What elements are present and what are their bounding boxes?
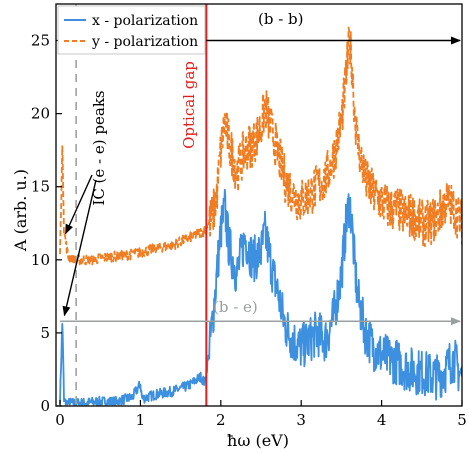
y-axis-label: A (arb. u.) (11, 169, 30, 252)
y-tick-label: 5 (40, 324, 50, 342)
ic-arrow-y-peak (64, 174, 93, 235)
series-line-x-polarization (59, 188, 462, 406)
bb-label: (b - b) (258, 10, 304, 28)
axes-layer: 0 1 2 3 4 5 0 5 10 15 20 25 (31, 3, 467, 429)
y-tick-label: 20 (31, 105, 50, 123)
legend-box (57, 5, 206, 55)
y-tick-label: 25 (31, 32, 50, 50)
x-tick-label: 3 (296, 411, 306, 429)
legend-label-y: y - polarization (91, 34, 198, 50)
plot-frame (55, 3, 463, 407)
annotation-layer (60, 4, 461, 406)
y-tick-label: 0 (40, 397, 50, 415)
ic-peaks-label: IC (e - e) peaks (90, 90, 108, 205)
x-tick-label: 2 (216, 411, 226, 429)
legend-label-x: x - polarization (92, 13, 198, 29)
series-layer (59, 26, 462, 406)
x-tick-label: 0 (55, 411, 65, 429)
series-line-y-polarization (59, 26, 462, 266)
legend: x - polarization y - polarization (57, 5, 206, 55)
be-label: (b - e) (213, 298, 258, 316)
x-axis-label: ħω (eV) (227, 431, 289, 450)
x-tick-label: 5 (457, 411, 467, 429)
y-tick-label: 10 (31, 251, 50, 269)
x-tick-label: 1 (136, 411, 146, 429)
y-tick-label: 15 (31, 178, 50, 196)
x-tick-label: 4 (377, 411, 387, 429)
optical-gap-label: Optical gap (180, 61, 198, 149)
ic-arrow-x-peak (62, 179, 97, 317)
